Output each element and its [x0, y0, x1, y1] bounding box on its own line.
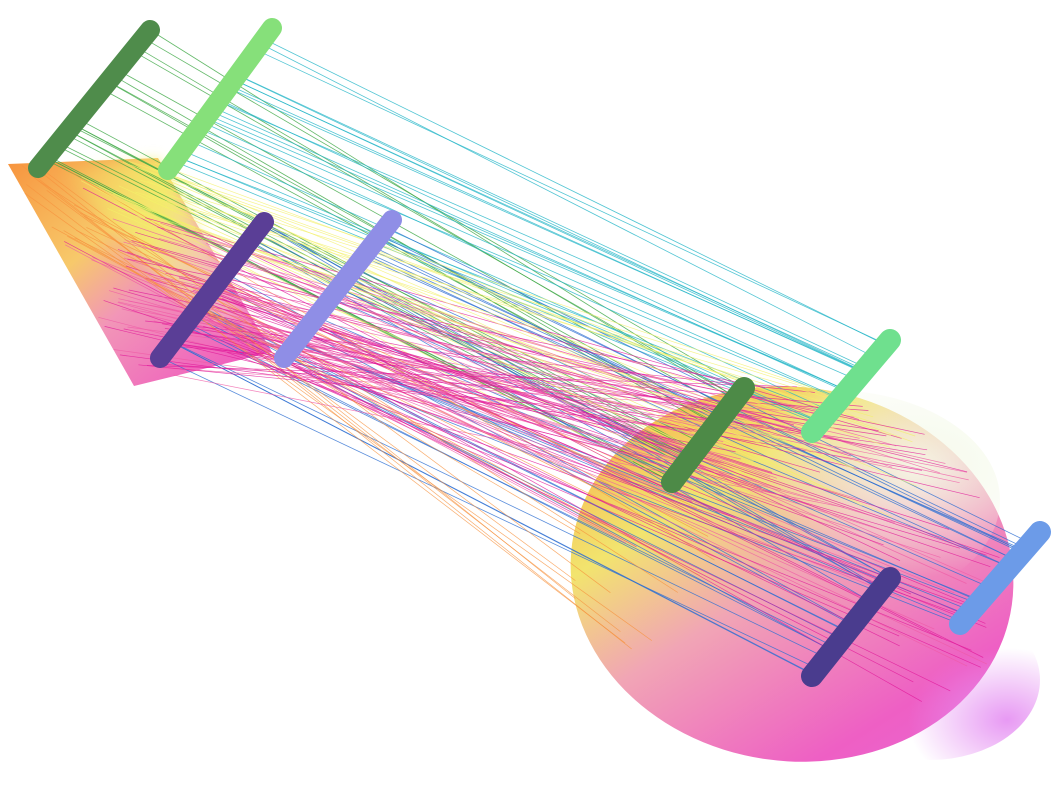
target-leg-light-green	[801, 329, 901, 443]
surface-correspondence-line	[26, 184, 626, 644]
leg-correspondence-line	[136, 46, 736, 401]
surface-correspondence-line	[148, 192, 839, 496]
surface-correspondence-line	[118, 298, 720, 430]
surface-correspondence-line	[21, 165, 632, 650]
surface-correspondence-line	[74, 237, 611, 505]
leg-correspondence-line	[330, 297, 992, 589]
target-legs	[661, 329, 1051, 687]
surface-correspondence-line	[146, 365, 797, 388]
leg-correspondence-line	[260, 43, 876, 358]
leg-correspondence-line	[237, 74, 864, 372]
leg-correspondence-line	[296, 341, 963, 622]
surface-correspondence-line	[127, 251, 782, 490]
surface-correspondence-line	[222, 327, 902, 599]
surface-correspondence-line	[162, 323, 879, 431]
surface-correspondence-line	[39, 171, 576, 599]
target-ellipse-violet-area	[820, 600, 1040, 760]
surface-correspondence-line	[184, 315, 960, 484]
leg-correspondence-line	[219, 99, 848, 392]
surface-correspondence-line	[24, 192, 653, 641]
leg-correspondence-line	[172, 341, 827, 659]
leg-correspondence-line	[189, 140, 821, 423]
surface-correspondence-line	[251, 322, 922, 702]
target-leg-blue	[949, 521, 1051, 635]
surface-correspondence-line	[222, 338, 974, 609]
surface-correspondence-line	[242, 326, 900, 647]
leg-correspondence-line	[218, 100, 857, 381]
leg-correspondence-line	[160, 357, 818, 670]
surface-correspondence-line	[127, 258, 766, 389]
source-leg-dark-green	[28, 20, 160, 178]
leg-correspondence-line	[171, 342, 814, 676]
leg-correspondence-line	[237, 74, 867, 369]
surface-correspondence-line	[189, 313, 892, 534]
surface-correspondence-line	[65, 244, 627, 544]
leg-correspondence-line	[263, 38, 886, 346]
leg-correspondence-line	[229, 85, 863, 373]
surface-correspondence-line	[145, 320, 815, 393]
surface-correspondence-line	[206, 319, 874, 570]
leg-correspondence-line	[77, 118, 697, 451]
surface-correspondence-line	[131, 240, 794, 426]
surface-correspondence-line	[206, 299, 991, 568]
target-leg-dark-green	[661, 377, 755, 493]
surface-correspondence-line	[112, 218, 733, 430]
surface-correspondence-line	[201, 285, 987, 556]
leg-correspondence-line	[255, 49, 887, 345]
leg-correspondence-line	[233, 79, 864, 373]
surface-correspondence-line	[128, 161, 816, 390]
surface-correspondence-line	[46, 190, 576, 581]
surface-correspondence-line	[51, 226, 700, 576]
surface-correspondence-line	[213, 285, 955, 594]
surface-correspondence-line	[235, 310, 968, 667]
surface-correspondence-line	[251, 344, 914, 683]
surface-correspondence-line	[118, 185, 778, 489]
surface-correspondence-line	[160, 222, 893, 468]
surface-correspondence-line	[123, 328, 736, 453]
surface-correspondence-line	[158, 237, 897, 447]
leg-correspondence-line	[207, 114, 848, 391]
leg-correspondence-line	[386, 226, 1031, 544]
surface-correspondence-line	[165, 272, 925, 435]
source-leg-blue	[274, 210, 402, 368]
surface-correspondence-line	[104, 326, 667, 463]
surface-correspondence-line	[64, 241, 637, 548]
surface-correspondence-line	[39, 167, 611, 593]
surface-correspondence-line	[125, 265, 773, 473]
surface-correspondence-line	[204, 315, 941, 558]
surface-correspondence-line	[121, 308, 741, 460]
surface-correspondence-line	[122, 161, 790, 399]
surface-correspondence-line	[162, 364, 869, 411]
source-leg-navy	[150, 212, 274, 368]
leg-correspondence-line	[149, 29, 737, 399]
leg-correspondence-line	[309, 325, 981, 601]
target-leg-navy	[801, 567, 901, 687]
surface-correspondence-line	[230, 319, 935, 630]
surface-correspondence-line	[169, 296, 866, 502]
leg-correspondence-line	[202, 121, 831, 412]
leg-correspondence-line	[198, 128, 840, 400]
surface-correspondence-line	[153, 200, 891, 448]
surface-correspondence-line	[150, 246, 851, 457]
surface-correspondence-line	[38, 180, 678, 593]
surface-correspondence-line	[156, 190, 916, 437]
leg-correspondence-line	[262, 223, 891, 579]
leg-correspondence-line	[117, 69, 729, 409]
leg-correspondence-line	[205, 117, 841, 400]
surface-correspondence-line	[118, 209, 757, 424]
leg-correspondence-line	[101, 88, 718, 424]
leg-correspondence-line	[210, 110, 848, 391]
source-leg-light-green	[158, 18, 282, 180]
surface-correspondence-line	[82, 187, 693, 503]
surface-correspondence-line	[113, 287, 725, 464]
leg-correspondence-line	[186, 322, 833, 651]
surface-correspondence-line	[124, 200, 786, 454]
source-legs	[28, 18, 402, 368]
